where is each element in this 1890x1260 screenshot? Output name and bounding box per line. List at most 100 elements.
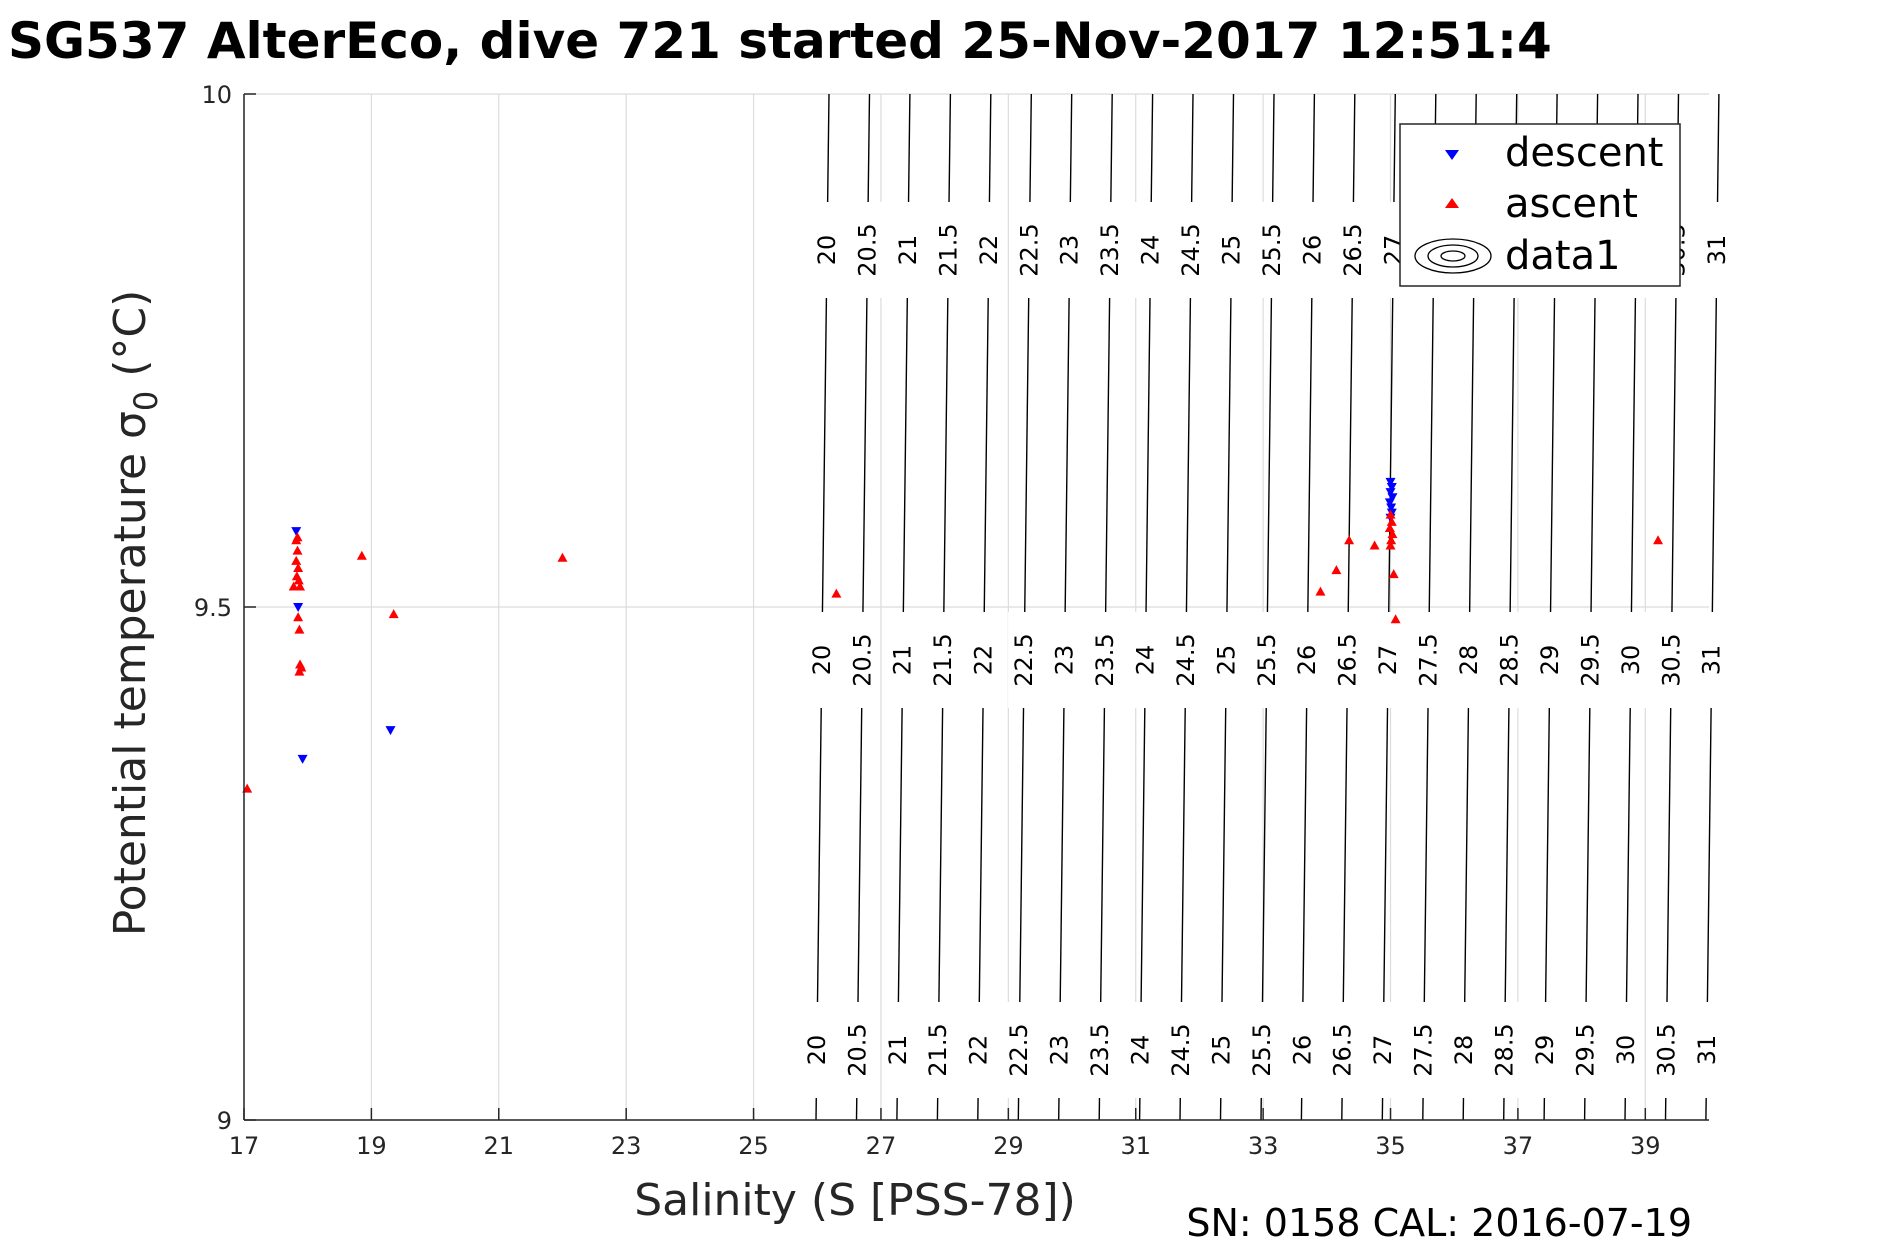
- contour-label-bg: [1700, 202, 1733, 298]
- x-tick-label: 17: [229, 1132, 260, 1160]
- contour-label: 21: [889, 645, 917, 676]
- contour-label: 20.5: [853, 223, 881, 276]
- contour-label-bg: [967, 612, 1000, 708]
- contour-label: 22.5: [1005, 1023, 1033, 1076]
- contour-label-bg: [1088, 612, 1121, 708]
- contour-label: 31: [1703, 235, 1731, 266]
- contour-label: 30: [1612, 1035, 1640, 1066]
- descent-point: [385, 726, 396, 736]
- contour-label: 24: [1126, 1035, 1154, 1066]
- contour-label: 28.5: [1491, 1023, 1519, 1076]
- descent-point: [1385, 477, 1396, 487]
- legend-data1-label: data1: [1505, 233, 1621, 279]
- x-tick-label: 39: [1630, 1132, 1661, 1160]
- x-tick-label: 19: [356, 1132, 387, 1160]
- legend: descent ascent data1: [1399, 123, 1681, 287]
- contour-label: 30: [1617, 645, 1645, 676]
- contour-label-bg: [1084, 1002, 1117, 1098]
- descent-point: [297, 754, 308, 764]
- contour-label: 26: [1293, 645, 1321, 676]
- contour-label-bg: [886, 612, 919, 708]
- legend-descent-label: descent: [1505, 130, 1663, 176]
- contour-label: 28.5: [1495, 633, 1523, 686]
- contour-label-bg: [1013, 202, 1046, 298]
- ascent-point: [1344, 535, 1355, 545]
- contour-label-bg: [1210, 612, 1243, 708]
- contour-label-bg: [1488, 1002, 1521, 1098]
- contour-label-bg: [962, 1002, 995, 1098]
- legend-ascent-marker: [1445, 198, 1459, 208]
- contour-label: 23: [1056, 235, 1084, 266]
- ascent-point: [1388, 569, 1399, 579]
- contour-label-bg: [1048, 612, 1081, 708]
- contour-label-bg: [1372, 612, 1405, 708]
- contour-label-bg: [1331, 612, 1364, 708]
- legend-contour-icon: [1414, 238, 1492, 274]
- ascent-point: [293, 563, 304, 573]
- ascent-point: [288, 581, 299, 591]
- ascent-point: [1653, 535, 1664, 545]
- contour-label-bg: [1574, 612, 1607, 708]
- contour-label: 28: [1450, 1035, 1478, 1066]
- ascent-point: [294, 666, 305, 676]
- descent-point: [293, 603, 304, 612]
- contour-label-bg: [1124, 1002, 1157, 1098]
- contour-label: 26.5: [1339, 223, 1367, 276]
- contour-label-bg: [1169, 612, 1202, 708]
- contour-label: 31: [1698, 645, 1726, 676]
- contour-label-bg: [1215, 202, 1248, 298]
- contour-label: 23.5: [1086, 1023, 1114, 1076]
- ascent-point: [295, 581, 306, 591]
- y-tick-label: 9: [217, 1107, 232, 1135]
- contour-label-bg: [1448, 1002, 1481, 1098]
- contour-label-bg: [891, 202, 924, 298]
- data-markers: [242, 477, 1664, 793]
- ascent-point: [1387, 529, 1398, 539]
- contour-label: 27: [1369, 1035, 1397, 1066]
- y-tick-label: 10: [201, 81, 232, 109]
- descent-point: [1386, 482, 1397, 492]
- ascent-point: [293, 612, 304, 622]
- x-tick-label: 37: [1503, 1132, 1534, 1160]
- x-tick-label: 21: [484, 1132, 515, 1160]
- contour-label: 27.5: [1410, 1023, 1438, 1076]
- ascent-point: [293, 575, 304, 585]
- y-axis-label-unit: (°C): [105, 290, 156, 391]
- ascent-point: [292, 532, 303, 542]
- contour-label-bg: [1367, 1002, 1400, 1098]
- contour-label: 29: [1531, 1035, 1559, 1066]
- contour-label-bg: [841, 1002, 874, 1098]
- contour-label: 31: [1693, 1035, 1721, 1066]
- contour-label: 26: [1298, 235, 1326, 266]
- serial-calibration-note: SN: 0158 CAL: 2016-07-19: [1186, 1201, 1692, 1245]
- contour-label: 21.5: [934, 223, 962, 276]
- contour-label: 23.5: [1096, 223, 1124, 276]
- contour-label: 25.5: [1253, 633, 1281, 686]
- axes: 17 19 21 23 25 27 29 31 33 35 37 39 9 9.5 10: [194, 81, 1709, 1160]
- contour-label-bg: [881, 1002, 914, 1098]
- ascent-point: [1390, 614, 1401, 624]
- contour-label: 20: [813, 235, 841, 266]
- density-contours: 20 20 20 20.5 20.5 20.5 21 21 21 21.5 21.5 21.5 22 22…: [800, 93, 1733, 1121]
- descent-point: [1387, 493, 1398, 503]
- ascent-point: [291, 555, 302, 565]
- descent-point: [1385, 488, 1396, 498]
- contour-label: 25: [1212, 645, 1240, 676]
- contour-label-bg: [1614, 612, 1647, 708]
- x-tick-label: 31: [1120, 1132, 1151, 1160]
- ascent-point: [1331, 565, 1342, 575]
- contour-label-bg: [1690, 1002, 1723, 1098]
- ascent-point: [831, 588, 842, 598]
- contour-label: 20: [803, 1035, 831, 1066]
- contour-label-bg: [1164, 1002, 1197, 1098]
- contour-label: 29.5: [1576, 633, 1604, 686]
- contour-label: 22.5: [1010, 633, 1038, 686]
- contour-label-bg: [1291, 612, 1324, 708]
- contour-label-bg: [927, 612, 960, 708]
- ascent-point: [1315, 586, 1326, 596]
- contour-label: 26: [1288, 1035, 1316, 1066]
- contour-label: 30.5: [1652, 1023, 1680, 1076]
- descent-point: [1386, 503, 1397, 513]
- contour-label: 24: [1137, 235, 1165, 266]
- contour-label-bg: [1533, 612, 1566, 708]
